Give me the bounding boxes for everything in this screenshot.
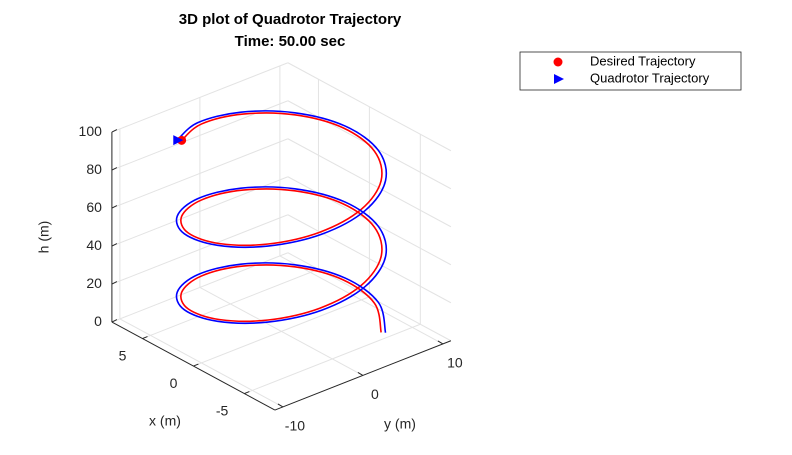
- grid-line: [279, 255, 444, 345]
- plot-area: [173, 110, 388, 333]
- tick-mark: [111, 205, 118, 209]
- tick-mark: [437, 340, 444, 345]
- z-axis-label: h (m): [36, 221, 52, 254]
- z-tick-label: 100: [79, 123, 103, 139]
- z-tick-label: 20: [86, 275, 102, 291]
- axes-box: 0 20 40 60 80 100 -5 0 5 -10 0 10 x (m) y (m) h (m): [36, 123, 463, 434]
- tick-mark: [142, 336, 148, 340]
- trajectory-line: [175, 110, 388, 333]
- z-tick-label: 40: [86, 237, 102, 253]
- trajectory-line: [180, 112, 383, 333]
- y-tick-label: 10: [447, 355, 463, 371]
- tick-mark: [111, 319, 118, 323]
- legend-marker: [554, 74, 564, 84]
- z-tick-label: 0: [94, 313, 102, 329]
- y-axis-label: y (m): [384, 416, 416, 432]
- legend-label: Quadrotor Trajectory: [590, 70, 710, 85]
- legend: Desired Trajectory Quadrotor Trajectory: [519, 51, 742, 91]
- y-tick-label: -10: [285, 418, 305, 434]
- tick-mark: [111, 129, 118, 133]
- legend-marker: [553, 57, 563, 67]
- tick-mark: [357, 371, 364, 376]
- x-axis-label: x (m): [149, 413, 181, 429]
- y-tick-label: 0: [371, 386, 379, 402]
- x-tick-label: 0: [170, 375, 178, 391]
- position-marker: [173, 135, 184, 146]
- tick-mark: [193, 363, 199, 367]
- chart-title: 3D plot of Quadrotor Trajectory: [179, 11, 402, 28]
- tick-mark: [277, 403, 284, 408]
- tick-mark: [111, 243, 118, 247]
- tick-mark: [244, 391, 250, 395]
- chart-subtitle: Time: 50.00 sec: [235, 33, 346, 50]
- grid-line: [199, 286, 364, 376]
- x-tick-label: 5: [119, 347, 127, 363]
- x-tick-label: -5: [216, 402, 229, 418]
- z-tick-label: 60: [86, 199, 102, 215]
- tick-mark: [111, 167, 118, 171]
- z-tick-label: 80: [86, 161, 102, 177]
- grid-line: [119, 318, 284, 408]
- tick-mark: [111, 281, 118, 285]
- legend-label: Desired Trajectory: [590, 53, 696, 68]
